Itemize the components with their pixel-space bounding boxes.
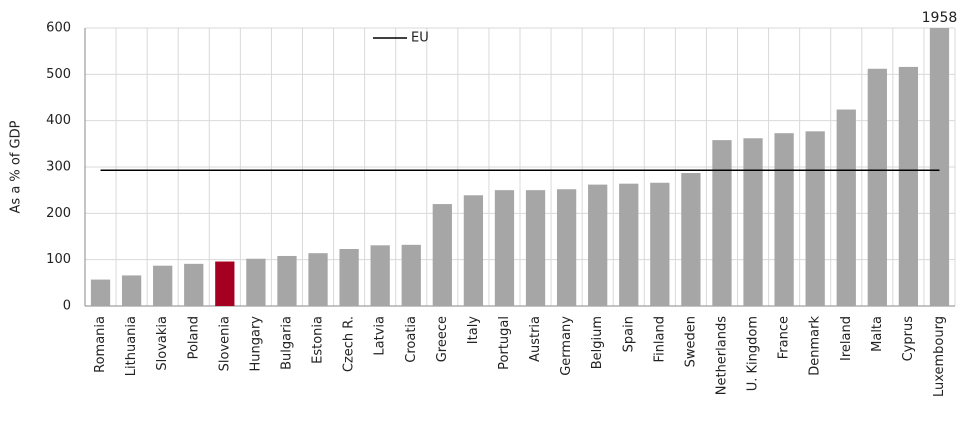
bar xyxy=(432,204,452,306)
x-tick-label: Slovenia xyxy=(217,316,232,371)
bar xyxy=(153,265,173,306)
y-tick-label: 100 xyxy=(46,252,71,267)
data-label: 1958 xyxy=(922,10,958,26)
bar xyxy=(184,263,204,306)
x-tick-label: Denmark xyxy=(808,316,823,376)
x-tick-label: Malta xyxy=(870,316,885,352)
x-tick-label: Cyprus xyxy=(901,316,916,362)
bar xyxy=(712,140,732,306)
bar xyxy=(929,28,950,306)
bar xyxy=(90,279,111,306)
x-tick-label: U. Kingdom xyxy=(746,316,761,391)
bar xyxy=(494,190,515,306)
y-axis-label: As a % of GDP xyxy=(9,120,24,213)
x-tick-label: Sweden xyxy=(683,316,698,367)
y-tick-label: 200 xyxy=(46,206,71,221)
bar xyxy=(898,66,919,306)
y-tick-label: 500 xyxy=(46,67,71,82)
x-tick-label: Estonia xyxy=(311,316,326,364)
x-tick-label: Italy xyxy=(466,316,481,345)
bar xyxy=(556,189,577,306)
bar xyxy=(743,138,763,306)
bar xyxy=(836,109,856,306)
x-tick-label: Netherlands xyxy=(714,316,729,395)
bar xyxy=(215,261,235,306)
x-tick-label: Romania xyxy=(93,316,108,373)
y-tick-label: 600 xyxy=(46,21,71,36)
y-tick-label: 0 xyxy=(63,299,71,314)
bar xyxy=(401,244,421,306)
legend-label: EU xyxy=(411,31,429,46)
bar xyxy=(277,255,297,306)
x-tick-label: Austria xyxy=(528,316,543,362)
x-tick-label: Luxembourg xyxy=(932,316,947,397)
x-tick-label: Finland xyxy=(652,316,667,362)
x-tick-label: Croatia xyxy=(404,316,419,363)
bar xyxy=(339,249,359,306)
y-tick-label: 400 xyxy=(46,113,71,128)
x-tick-label: Czech R. xyxy=(342,316,357,372)
x-tick-label: Bulgaria xyxy=(279,316,294,370)
bar xyxy=(805,131,825,306)
x-tick-label: Germany xyxy=(559,316,574,376)
x-tick-label: Spain xyxy=(621,316,636,352)
bar xyxy=(308,253,328,306)
bar xyxy=(463,195,484,306)
bar xyxy=(650,182,670,306)
bar xyxy=(681,173,701,306)
x-tick-label: Poland xyxy=(186,316,201,359)
bar xyxy=(246,258,266,306)
y-tick-label: 300 xyxy=(46,160,71,175)
x-tick-label: Belgium xyxy=(590,316,605,369)
x-tick-label: Lithuania xyxy=(124,316,139,376)
x-tick-label: Hungary xyxy=(248,316,263,372)
x-tick-label: France xyxy=(777,316,792,359)
bar xyxy=(525,190,546,306)
x-tick-label: Slovakia xyxy=(155,316,170,371)
bar xyxy=(588,184,608,306)
x-tick-label: Latvia xyxy=(373,316,388,356)
bar xyxy=(867,68,887,306)
bar xyxy=(774,133,794,306)
bar xyxy=(121,275,142,306)
bar xyxy=(370,245,390,306)
x-tick-label: Greece xyxy=(435,316,450,362)
bar xyxy=(619,183,639,306)
x-tick-label: Portugal xyxy=(497,316,512,370)
x-tick-label: Ireland xyxy=(839,316,854,361)
